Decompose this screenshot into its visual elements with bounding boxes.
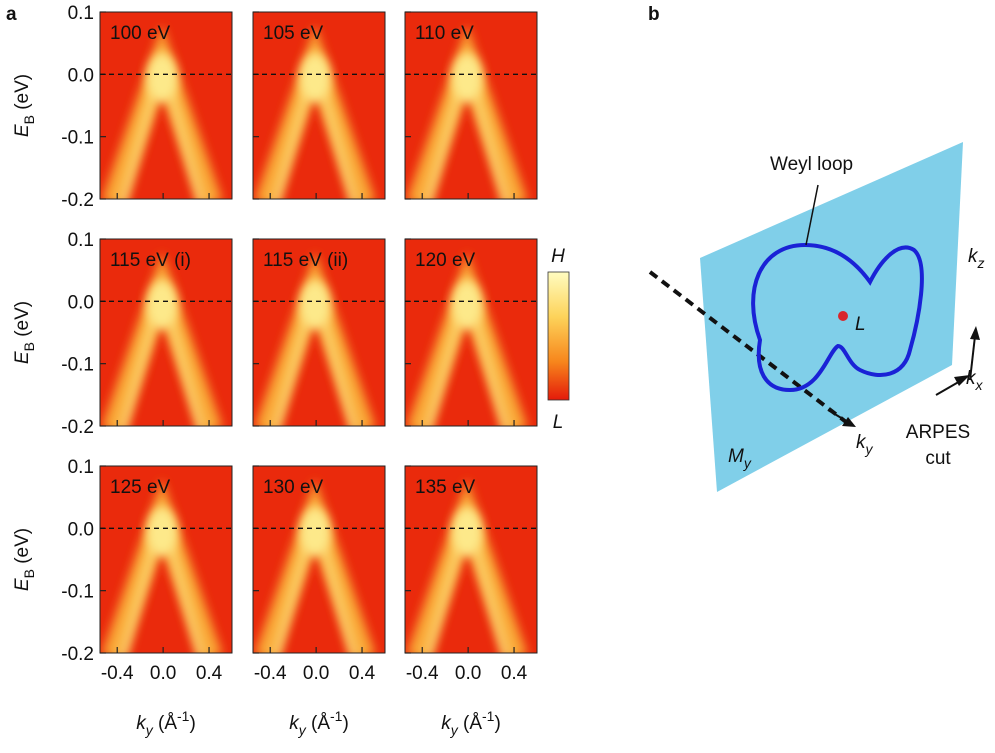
label-unit: (eV) [12, 528, 33, 569]
label-unit: (Å [458, 713, 483, 734]
label-unit: (Å [306, 713, 331, 734]
colorbar [548, 272, 569, 400]
arpes-plot: 120 eV [405, 239, 537, 431]
energy-label: 120 eV [415, 250, 476, 271]
ky-label: ky [856, 432, 874, 457]
label-main: E [12, 124, 33, 137]
x-tick-label: -0.4 [254, 663, 287, 684]
panel-letter: a [6, 4, 17, 25]
x-axis-label: ky (Å-1) [136, 708, 196, 738]
label-unit: (eV) [12, 301, 33, 342]
x-tick-label: 0.0 [150, 663, 176, 684]
arpes-plot: 130 eV -0.4 0.0 0.4 ky (Å-1) [253, 466, 385, 738]
label-unit: (Å [153, 713, 178, 734]
arpes-plot: 100 eV 0.1 0.0 -0.1 -0.2 EB (eV) [12, 3, 232, 211]
band-apex [147, 508, 177, 556]
label-main: E [12, 351, 33, 364]
y-axis-label: EB (eV) [12, 74, 37, 137]
cut-label: ARPES [906, 422, 970, 443]
x-tick-label: 0.4 [349, 663, 376, 684]
band-apex [300, 281, 330, 329]
energy-label: 105 eV [263, 23, 324, 44]
label-close: ) [342, 713, 348, 734]
band-apex [452, 54, 482, 102]
y-axis-label: EB (eV) [12, 528, 37, 591]
y-tick-label: -0.2 [61, 644, 94, 665]
y-tick-label: -0.2 [61, 417, 94, 438]
x-axis-label: ky (Å-1) [441, 708, 501, 738]
cut-label: cut [925, 448, 951, 469]
x-tick-label: 0.0 [455, 663, 481, 684]
energy-label: 130 eV [263, 477, 324, 498]
l-point-label: L [855, 314, 866, 335]
label-sub: B [21, 342, 37, 351]
label-sup: -1 [330, 708, 343, 724]
y-tick-label: 0.1 [68, 3, 94, 24]
kx-label: kx [966, 368, 984, 393]
x-tick-label: 0.0 [303, 663, 329, 684]
y-tick-label: 0.0 [68, 519, 94, 540]
energy-label: 115 eV (i) [110, 250, 191, 271]
label-sub: B [21, 569, 37, 578]
label-main: M [728, 446, 744, 467]
label-sub: y [865, 441, 874, 457]
colorbar-low: L [553, 412, 564, 433]
label-sup: -1 [177, 708, 190, 724]
label-sub: x [975, 377, 984, 393]
x-tick-label: -0.4 [101, 663, 134, 684]
y-tick-label: 0.0 [68, 65, 94, 86]
arpes-plot: 135 eV -0.4 0.0 0.4 ky (Å-1) [405, 466, 537, 738]
energy-label: 100 eV [110, 23, 171, 44]
label-close: ) [494, 713, 500, 734]
l-point [838, 311, 848, 321]
energy-label: 115 eV (ii) [263, 250, 348, 271]
y-axis-label: EB (eV) [12, 301, 37, 364]
band-apex [147, 54, 177, 102]
kz-label: kz [968, 246, 985, 271]
y-tick-label: 0.1 [68, 457, 94, 478]
band-apex [300, 508, 330, 556]
band-apex [300, 54, 330, 102]
weyl-loop-label: Weyl loop [770, 154, 853, 175]
arpes-plot: 125 eV 0.1 0.0 -0.1 -0.2 -0.4 0.0 0.4 EB (eV) ky … [12, 457, 232, 738]
energy-label: 135 eV [415, 477, 476, 498]
arpes-plot: 115 eV (ii) [253, 239, 385, 431]
y-tick-label: 0.0 [68, 292, 94, 313]
x-tick-label: 0.4 [196, 663, 223, 684]
label-main: E [12, 578, 33, 591]
band-apex [147, 281, 177, 329]
colorbar-high: H [551, 246, 565, 267]
arpes-plot: 110 eV [405, 12, 537, 204]
label-sub: z [977, 255, 985, 271]
label-unit: (eV) [12, 74, 33, 115]
label-sub: B [21, 115, 37, 124]
figure: a b H L Weyl loop L My kz kx ky ARPES cu… [0, 0, 995, 748]
label-sub: y [743, 455, 752, 471]
energy-label: 125 eV [110, 477, 171, 498]
band-apex [452, 281, 482, 329]
y-tick-label: -0.1 [61, 128, 94, 149]
y-tick-label: -0.1 [61, 355, 94, 376]
arpes-plot: 105 eV [253, 12, 385, 204]
energy-label: 110 eV [415, 23, 474, 44]
y-tick-label: 0.1 [68, 230, 94, 251]
y-tick-label: -0.1 [61, 582, 94, 603]
y-tick-label: -0.2 [61, 190, 94, 211]
panel-letter: b [648, 4, 660, 25]
label-sup: -1 [482, 708, 495, 724]
label-close: ) [189, 713, 195, 734]
arrow-head [970, 326, 980, 340]
x-tick-label: -0.4 [406, 663, 439, 684]
arpes-plot: 115 eV (i) 0.1 0.0 -0.1 -0.2 EB (eV) [12, 230, 232, 438]
x-axis-label: ky (Å-1) [289, 708, 349, 738]
x-tick-label: 0.4 [501, 663, 528, 684]
band-apex [452, 508, 482, 556]
